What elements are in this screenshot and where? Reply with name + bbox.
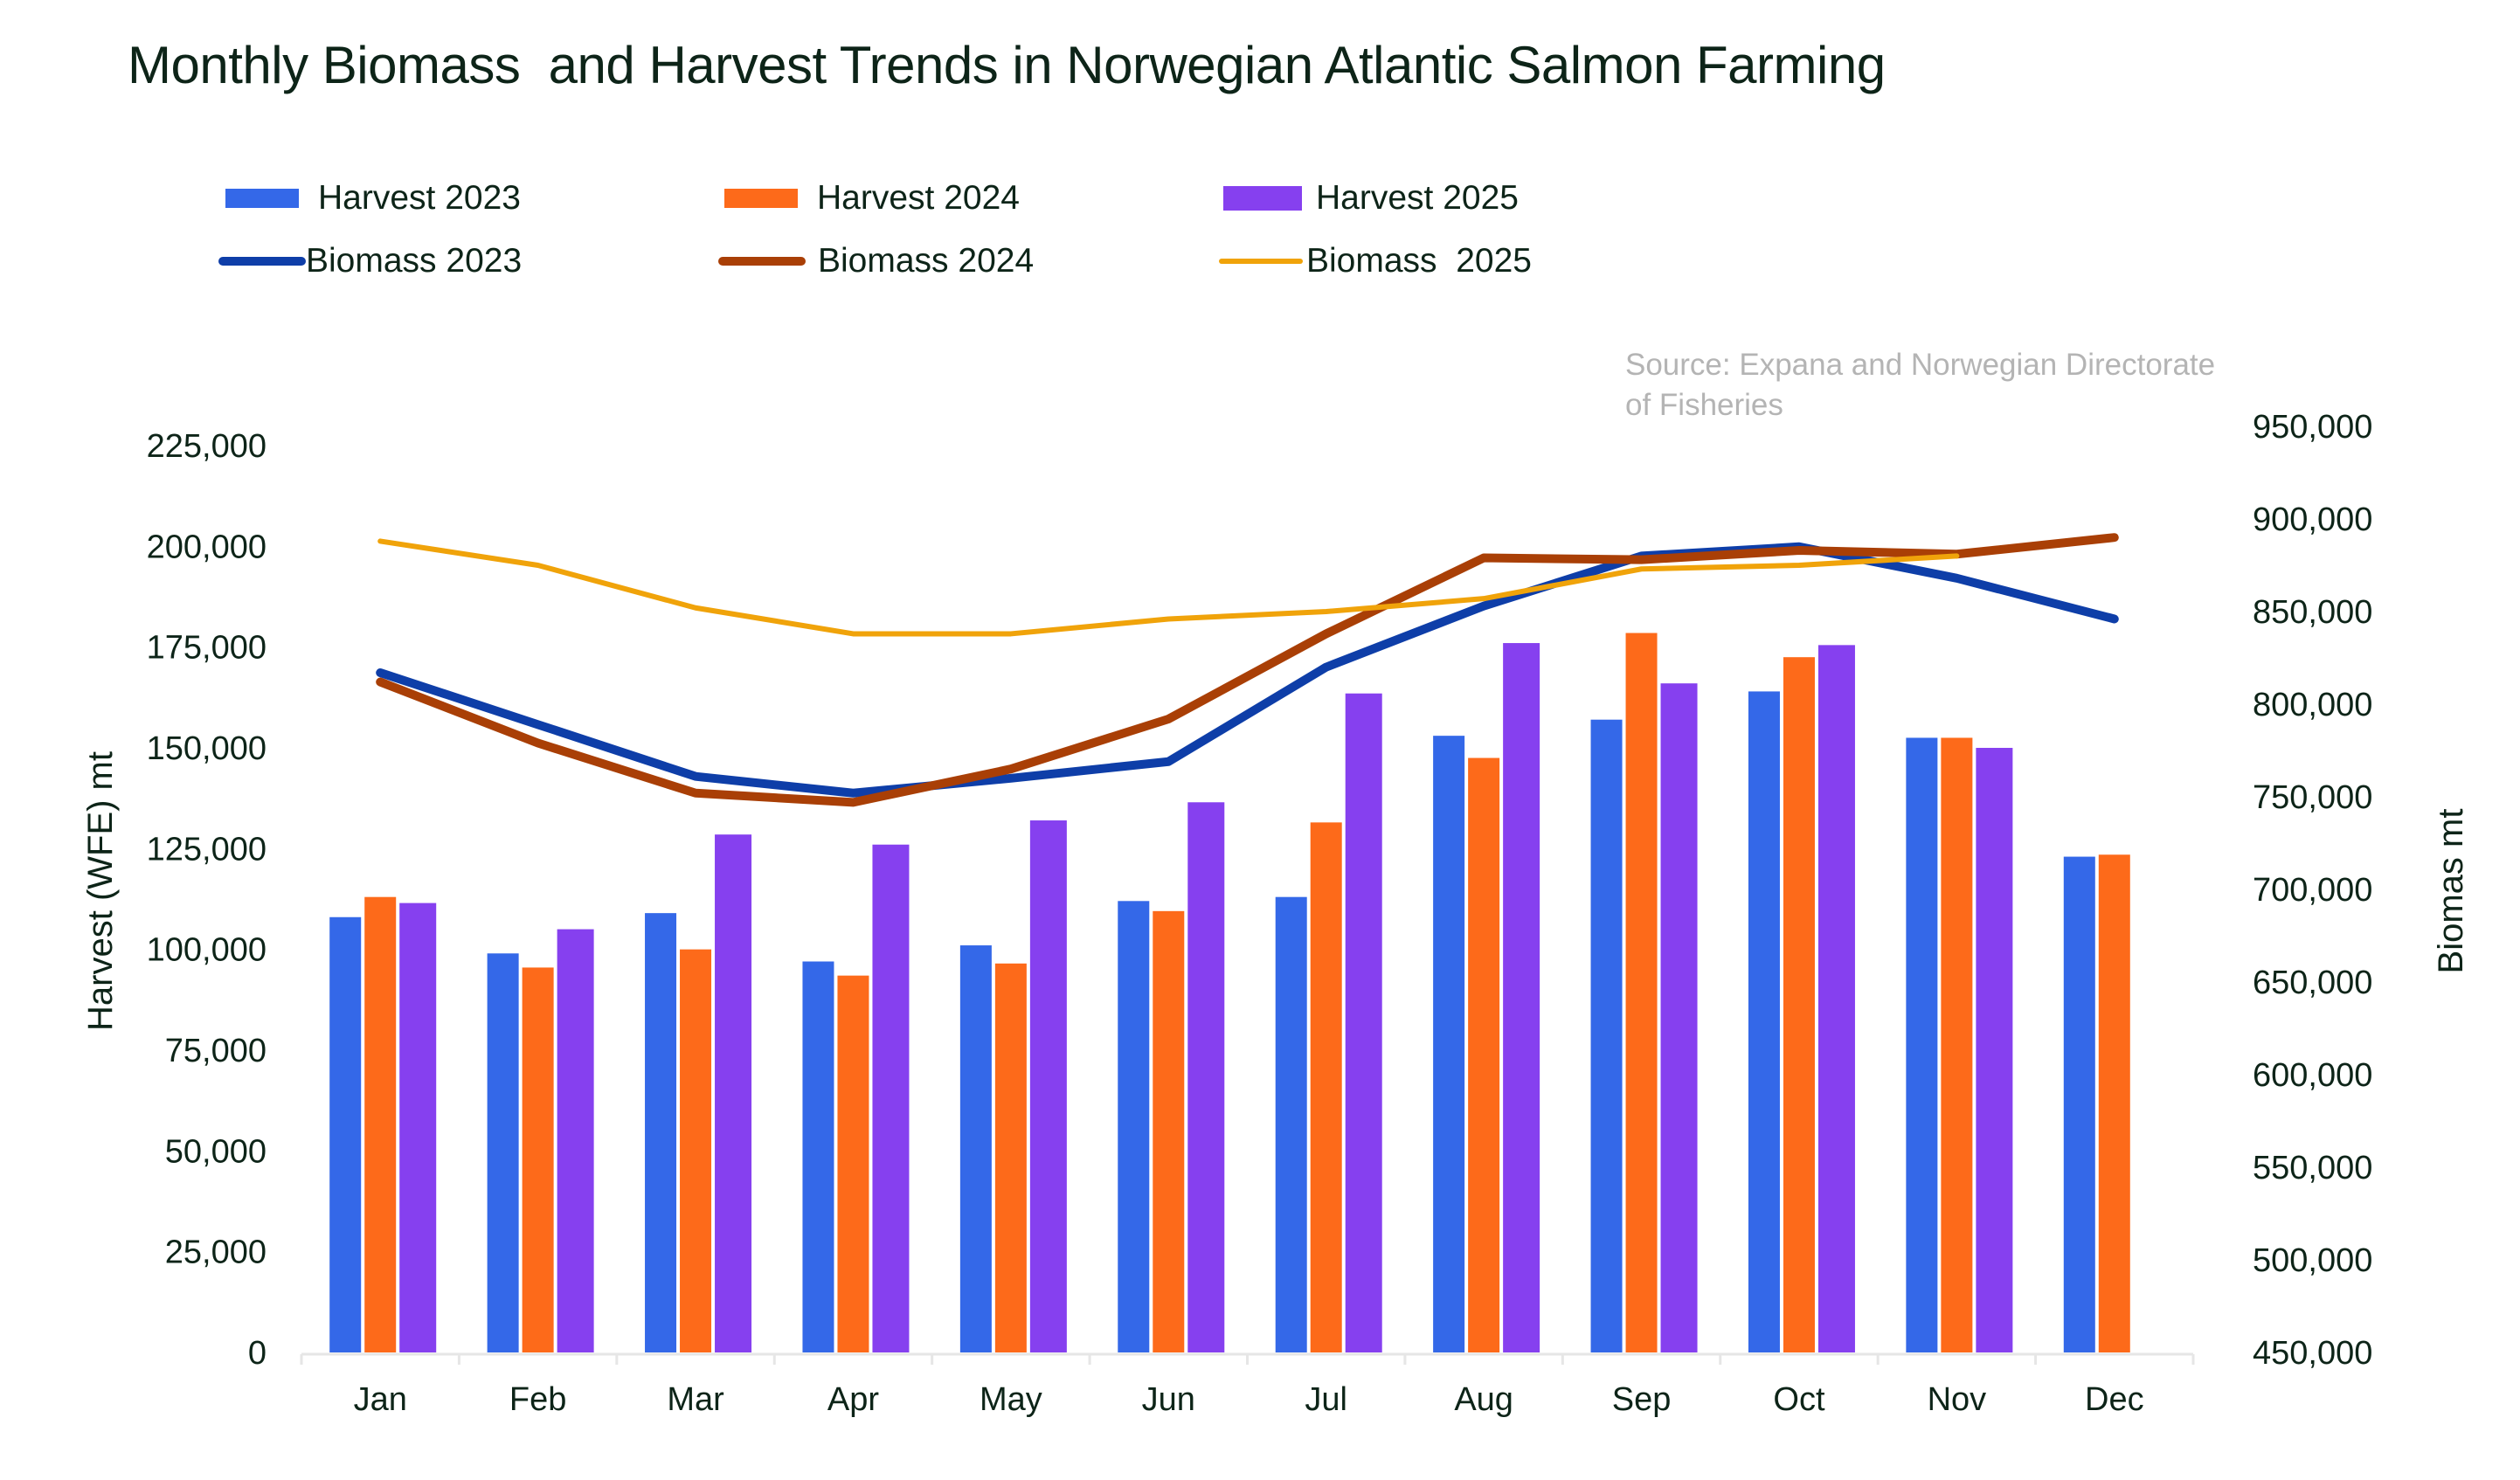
bar-harvest-2023-dec	[2063, 856, 2095, 1352]
bar-harvest-2023-feb	[487, 953, 519, 1352]
bar-harvest-2023-mar	[645, 913, 677, 1352]
bars	[329, 633, 2130, 1352]
legend-line-biomass-2024	[718, 257, 806, 266]
bar-harvest-2025-may	[1029, 820, 1067, 1352]
bar-harvest-2025-mar	[715, 834, 752, 1352]
legend-label: Biomass 2023	[306, 242, 523, 280]
bar-harvest-2024-feb	[522, 967, 554, 1352]
y-left-tick-label: 50,000	[165, 1133, 267, 1170]
source-line-1: Source: Expana and Norwegian Directorate	[1625, 348, 2216, 382]
legend-line-biomass-2025	[1219, 259, 1303, 264]
legend-label: Harvest 2023	[318, 179, 521, 217]
legend-biomass-2024: Biomass 2024	[718, 242, 1034, 280]
y-left-tick-label: 150,000	[147, 730, 267, 767]
lines	[376, 533, 2119, 807]
x-tick-label-oct: Oct	[1773, 1381, 1825, 1418]
legend-harvest-2024: Harvest 2024	[724, 179, 1020, 218]
bar-harvest-2024-jun	[1153, 910, 1185, 1352]
x-tick-label-nov: Nov	[1928, 1381, 1987, 1418]
y-right-tick-label: 900,000	[2253, 501, 2372, 538]
bar-harvest-2023-sep	[1590, 719, 1623, 1352]
y-left-tick-label: 175,000	[147, 630, 267, 667]
bar-harvest-2024-may	[994, 963, 1027, 1352]
y-left-tick-label: 125,000	[147, 831, 267, 868]
bar-harvest-2024-aug	[1468, 757, 1500, 1352]
legend-harvest-2023: Harvest 2023	[225, 179, 521, 218]
bar-harvest-2023-aug	[1433, 736, 1465, 1352]
bar-harvest-2024-jul	[1310, 822, 1342, 1352]
y-left-tick-label: 0	[248, 1335, 267, 1372]
x-tick-label-jun: Jun	[1142, 1381, 1195, 1418]
source-note: Source: Expana and Norwegian Directorate…	[1625, 345, 2289, 425]
bar-harvest-2023-may	[959, 945, 992, 1352]
line-biomass-2024	[376, 533, 2119, 807]
y-right-tick-label: 500,000	[2253, 1242, 2372, 1279]
y-left-tick-label: 225,000	[147, 428, 267, 465]
bar-harvest-2023-apr	[802, 961, 834, 1352]
x-tick-label-jul: Jul	[1305, 1381, 1347, 1418]
bar-harvest-2025-feb	[557, 929, 594, 1352]
legend-label: Harvest 2024	[817, 179, 1020, 217]
x-tick-label-feb: Feb	[509, 1381, 566, 1418]
x-tick-label-mar: Mar	[667, 1381, 724, 1418]
bar-harvest-2024-apr	[837, 975, 869, 1352]
y-left-tick-label: 75,000	[165, 1033, 267, 1069]
legend-swatch-harvest-2024	[724, 189, 798, 208]
labels: 0 25,000 50,000 75,000 100,000 125,000 150,000…	[81, 409, 2470, 1418]
y-right-tick-label: 950,000	[2253, 409, 2372, 446]
legend-harvest-2025: Harvest 2025	[1223, 179, 1519, 218]
bar-harvest-2023-nov	[1906, 737, 1938, 1352]
legend-biomass-2025: Biomass 2025	[1219, 242, 1532, 280]
x-tick-label-jan: Jan	[354, 1381, 407, 1418]
source-line-2: of Fisheries	[1625, 388, 1783, 422]
bar-harvest-2024-mar	[680, 949, 712, 1352]
bar-harvest-2025-apr	[872, 844, 910, 1352]
legend-swatch-harvest-2025	[1223, 186, 1302, 211]
bar-harvest-2024-jan	[364, 896, 397, 1352]
bar-harvest-2025-oct	[1817, 645, 1855, 1352]
y-right-tick-label: 800,000	[2253, 687, 2372, 723]
x-tick-label-dec: Dec	[2085, 1381, 2144, 1418]
y-left-axis-title: Harvest (WFE) mt	[81, 751, 120, 1031]
legend-label: Biomass 2025	[1306, 242, 1532, 280]
bar-harvest-2024-oct	[1783, 657, 1815, 1352]
bar-harvest-2024-sep	[1625, 633, 1658, 1352]
legend-biomass-2023: Biomass 2023	[218, 242, 522, 280]
y-right-tick-label: 550,000	[2253, 1150, 2372, 1186]
bar-harvest-2023-jul	[1275, 896, 1307, 1352]
bar-harvest-2025-jul	[1345, 693, 1382, 1352]
x-tick-label-apr: Apr	[827, 1381, 879, 1418]
bar-harvest-2025-aug	[1503, 643, 1540, 1352]
x-tick-label-may: May	[980, 1381, 1042, 1418]
bar-harvest-2023-jan	[329, 916, 362, 1352]
legend-label: Biomass 2024	[818, 242, 1035, 280]
legend-label: Harvest 2025	[1316, 179, 1519, 217]
bar-harvest-2025-nov	[1976, 748, 2013, 1352]
bar-harvest-2025-sep	[1660, 683, 1698, 1352]
y-right-tick-label: 450,000	[2253, 1335, 2372, 1372]
legend-swatch-harvest-2023	[225, 189, 299, 208]
y-right-tick-label: 750,000	[2253, 779, 2372, 816]
legend-line-biomass-2023	[218, 257, 306, 266]
bar-harvest-2023-oct	[1748, 691, 1780, 1352]
y-right-tick-label: 600,000	[2253, 1057, 2372, 1094]
y-left-tick-label: 25,000	[165, 1234, 267, 1271]
bar-harvest-2025-jun	[1187, 802, 1225, 1352]
bar-harvest-2024-dec	[2098, 854, 2130, 1352]
y-left-tick-label: 200,000	[147, 529, 267, 565]
y-left-tick-label: 100,000	[147, 932, 267, 969]
x-tick-label-aug: Aug	[1454, 1381, 1513, 1418]
axes	[300, 1352, 2195, 1365]
y-right-axis-title: Biomas mt	[2432, 809, 2470, 974]
y-right-tick-label: 700,000	[2253, 872, 2372, 909]
x-tick-label-sep: Sep	[1612, 1381, 1672, 1418]
bar-harvest-2024-nov	[1941, 737, 1973, 1352]
chart-title: Monthly Biomass and Harvest Trends in No…	[128, 36, 1886, 94]
y-right-tick-label: 650,000	[2253, 965, 2372, 1001]
bar-harvest-2025-jan	[399, 903, 437, 1352]
bar-harvest-2023-jun	[1118, 901, 1150, 1352]
y-right-tick-label: 850,000	[2253, 594, 2372, 631]
